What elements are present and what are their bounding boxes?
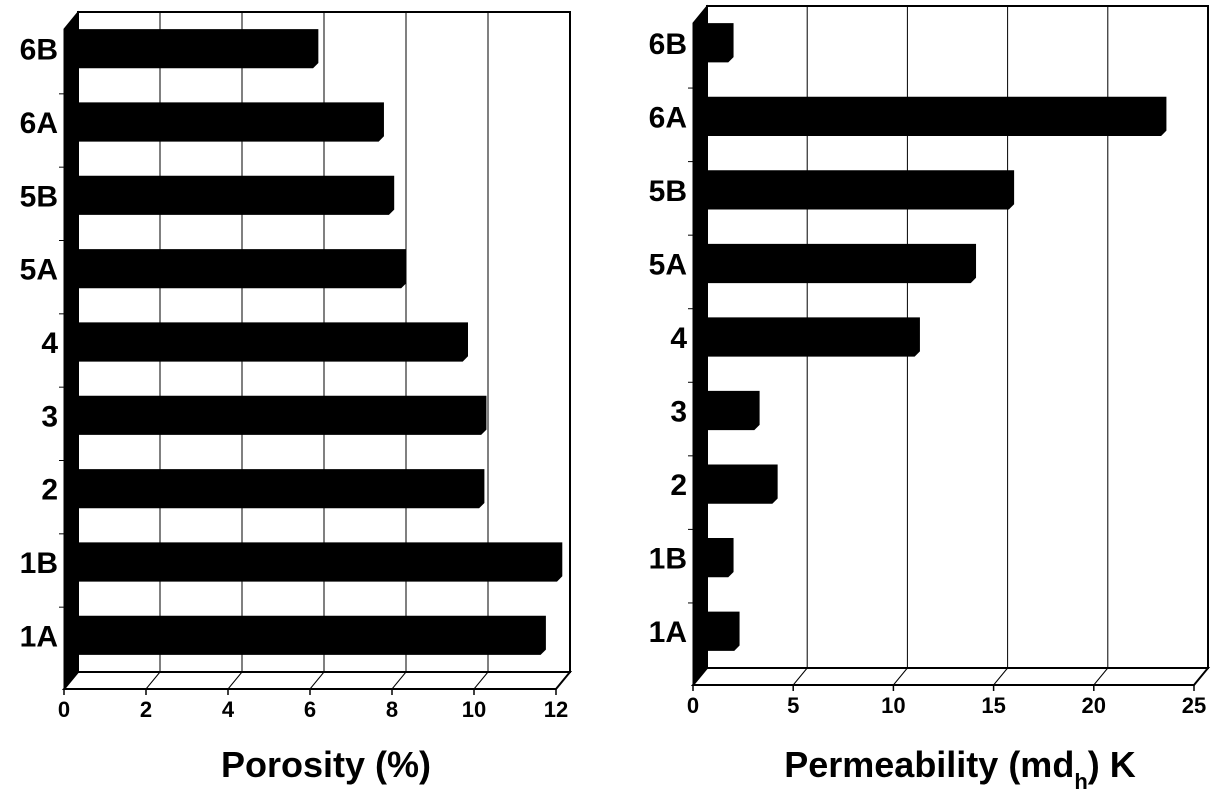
- permeability-x-tick-label: 0: [687, 693, 699, 718]
- permeability-chart: 1A 1B 2 3 4 5A 5B 6A 6B 0 5 10 15 20 25 Permeability …: [649, 4, 1211, 789]
- porosity-chart-x-ticks: 0 2 4 6 8 10 12: [58, 689, 568, 722]
- porosity-category-label-2: 2: [41, 474, 58, 507]
- porosity-category-label-5b: 5B: [20, 180, 58, 213]
- porosity-chart: 1A 1B 2 3 4 5A 5B 6A 6B 0 2 4 6 8 10 12 Porosity (%): [20, 10, 573, 785]
- permeability-chart-bars: [702, 23, 1167, 651]
- porosity-floor-gridline: [473, 671, 489, 690]
- permeability-category-label-5b: 5B: [649, 175, 687, 208]
- permeability-x-axis-title-end: ) K: [1088, 744, 1136, 785]
- permeability-bar-5b: [702, 170, 1015, 210]
- porosity-category-label-1b: 1B: [20, 547, 58, 580]
- porosity-category-label-6a: 6A: [20, 107, 58, 140]
- permeability-x-axis-title-main: Permeability (md: [784, 744, 1074, 785]
- permeability-x-tick-label: 15: [981, 693, 1005, 718]
- porosity-floor-gridline: [391, 671, 407, 690]
- porosity-floor-gridline: [309, 671, 325, 690]
- permeability-floor-gridline: [1093, 667, 1109, 686]
- permeability-floor-gridline: [692, 667, 708, 686]
- permeability-category-label-4: 4: [670, 322, 687, 355]
- porosity-floor-gridline: [63, 671, 79, 690]
- permeability-x-axis-title-subscript: h: [1074, 769, 1087, 789]
- porosity-bar-2: [73, 469, 485, 509]
- permeability-category-label-6b: 6B: [649, 28, 687, 61]
- permeability-floor-gridline: [893, 667, 908, 686]
- permeability-category-label-1b: 1B: [649, 543, 687, 576]
- porosity-x-tick-label: 4: [222, 697, 235, 722]
- porosity-x-tick-label: 2: [140, 697, 152, 722]
- porosity-x-tick-label: 12: [544, 697, 568, 722]
- permeability-category-label-1a: 1A: [649, 616, 687, 649]
- porosity-bar-6b: [73, 29, 319, 69]
- porosity-chart-bars: [73, 29, 563, 655]
- permeability-category-label-2: 2: [670, 469, 687, 502]
- permeability-floor-gridline: [792, 667, 808, 686]
- porosity-x-tick-label: 10: [462, 697, 486, 722]
- porosity-floor-gridline: [227, 671, 243, 690]
- permeability-bar-6a: [702, 96, 1167, 136]
- porosity-bar-1b: [73, 542, 563, 582]
- permeability-chart-category-labels: 1A 1B 2 3 4 5A 5B 6A 6B: [649, 28, 693, 649]
- porosity-chart-category-labels: 1A 1B 2 3 4 5A 5B 6A 6B: [20, 34, 64, 653]
- permeability-chart-x-ticks: 0 5 10 15 20 25: [687, 685, 1206, 718]
- porosity-bar-4: [73, 322, 468, 362]
- porosity-category-label-4: 4: [41, 327, 58, 360]
- porosity-x-tick-label: 0: [58, 697, 70, 722]
- porosity-bar-3: [73, 395, 487, 435]
- porosity-floor-gridline: [555, 671, 571, 690]
- permeability-bar-4: [702, 317, 920, 357]
- permeability-x-tick-label: 10: [881, 693, 905, 718]
- porosity-category-label-6b: 6B: [20, 34, 58, 67]
- porosity-x-axis-title: Porosity (%): [221, 744, 431, 785]
- porosity-category-label-1a: 1A: [20, 620, 58, 653]
- porosity-bar-5b: [73, 175, 395, 215]
- permeability-bar-2: [702, 464, 778, 504]
- permeability-floor-gridline: [993, 667, 1008, 686]
- porosity-x-tick-label: 8: [386, 697, 398, 722]
- permeability-category-label-3: 3: [670, 396, 687, 429]
- permeability-floor-gridline: [1193, 667, 1209, 686]
- porosity-bar-6a: [73, 102, 384, 142]
- porosity-category-label-3: 3: [41, 400, 58, 433]
- porosity-bar-1a: [73, 615, 546, 655]
- permeability-bar-5a: [702, 243, 977, 284]
- permeability-category-label-5a: 5A: [649, 248, 687, 281]
- permeability-bar-1a: [702, 611, 740, 651]
- porosity-bar-5a: [73, 249, 407, 289]
- permeability-x-axis-title: Permeability (mdh) K: [784, 744, 1136, 789]
- permeability-bar-3: [702, 390, 760, 431]
- permeability-category-label-6a: 6A: [649, 101, 687, 134]
- permeability-x-tick-label: 20: [1082, 693, 1106, 718]
- permeability-x-tick-label: 5: [787, 693, 799, 718]
- permeability-x-tick-label: 25: [1182, 693, 1206, 718]
- porosity-category-label-5a: 5A: [20, 254, 58, 287]
- permeability-chart-frame: [690, 4, 1211, 687]
- permeability-bar-6b: [702, 23, 734, 63]
- permeability-floor: [690, 667, 1211, 686]
- porosity-floor-gridline: [145, 671, 161, 690]
- permeability-bar-1b: [702, 538, 734, 578]
- porosity-x-tick-label: 6: [304, 697, 316, 722]
